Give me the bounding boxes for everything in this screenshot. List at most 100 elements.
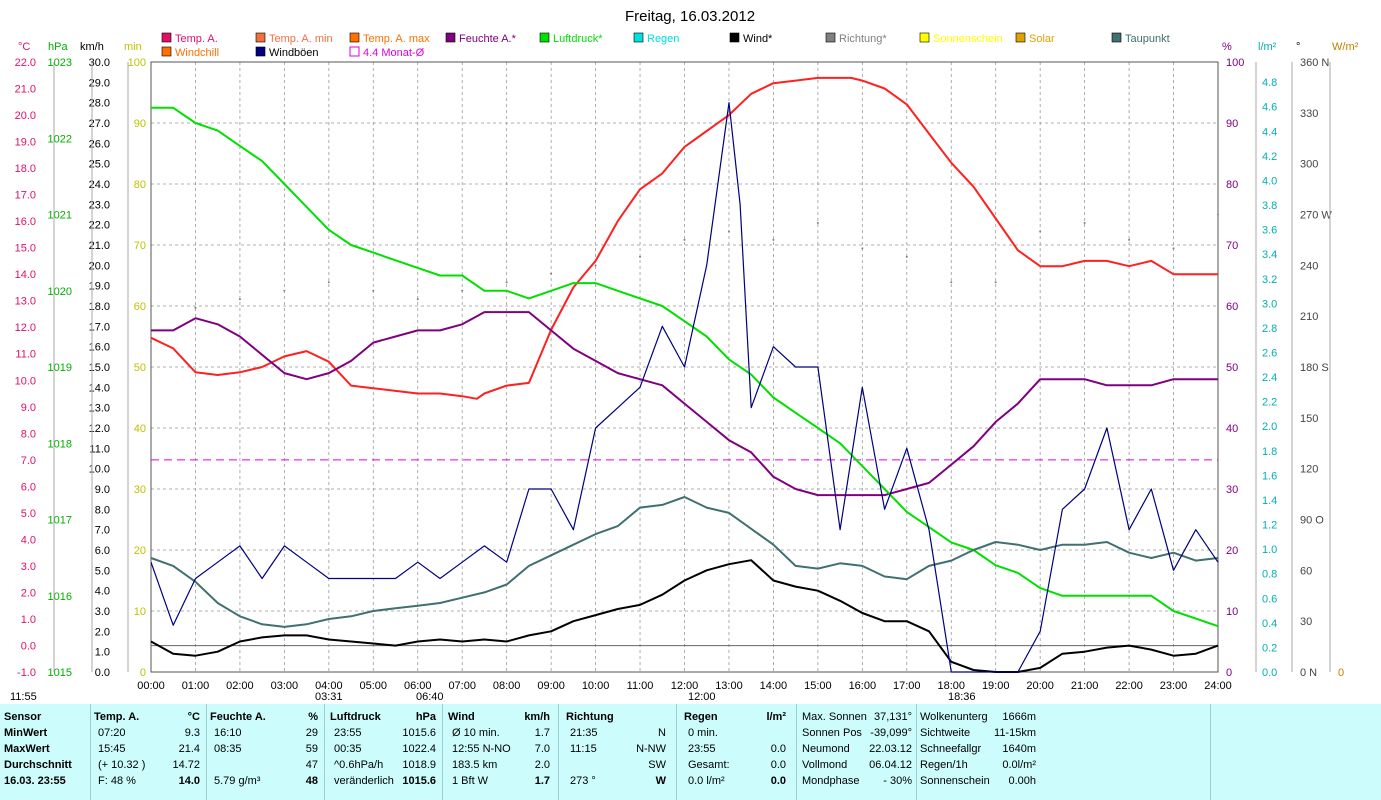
direction-point	[1128, 238, 1131, 241]
stats-header-label: Wind	[448, 711, 475, 723]
legend-label: Taupunkt	[1125, 33, 1170, 45]
direction-point	[905, 255, 908, 258]
series-line	[150, 559, 1219, 673]
tick-label-wind: 17.0	[89, 321, 110, 333]
stats-cell-value: 48	[305, 775, 318, 787]
tick-label-rain: 3.8	[1262, 200, 1277, 212]
stats-cell-label	[566, 759, 570, 771]
stats-row: F: 48 % 14.0	[94, 773, 204, 789]
tick-label-temp: 6.0	[21, 481, 36, 493]
tick-label-rain: 0.2	[1262, 642, 1277, 654]
tick-label-pressure: 1017	[48, 515, 72, 527]
stats-cell-label: 183.5 km	[452, 759, 498, 771]
legend-swatch	[825, 32, 836, 43]
stats-cell-value: 1015.6	[402, 727, 436, 739]
tick-label-wind: 26.0	[89, 138, 110, 150]
stats-cell-label: 11:15	[570, 743, 597, 755]
stats-row: 0 min.	[684, 725, 790, 741]
tick-label-pressure: 1015	[48, 667, 72, 679]
tick-label-sun: 80	[134, 179, 146, 191]
stats-row: 21:35 N	[566, 725, 670, 741]
stats-cell-value: 1666m	[1002, 711, 1036, 723]
tick-label-pressure: 1020	[48, 286, 72, 298]
tick-label-wind: 16.0	[89, 342, 110, 354]
stats-cell-label: (+ 10.32 )	[98, 759, 146, 771]
tick-label-sun: 30	[134, 484, 146, 496]
tick-label-temp: 22.0	[15, 57, 36, 69]
tick-label-temp: 9.0	[21, 402, 36, 414]
tick-label-temp: 21.0	[15, 84, 36, 96]
direction-point	[1172, 247, 1175, 250]
series-line	[150, 496, 1219, 628]
tick-label-direction: 90 O	[1300, 515, 1324, 527]
tick-label-temp: 17.0	[15, 190, 36, 202]
tick-label-wind: 12.0	[89, 423, 110, 435]
stats-cell-value: 1018.9	[402, 759, 436, 771]
tick-label-humidity: 50	[1226, 362, 1238, 374]
x-tick-label: 22:00	[1115, 680, 1143, 692]
stats-row: 23:55 1015.6	[330, 725, 440, 741]
direction-point	[327, 281, 330, 284]
tick-label-sun: 100	[128, 57, 146, 69]
tick-label-wind: 1.0	[95, 647, 110, 659]
x-tick-label: 24:00	[1204, 680, 1232, 692]
stats-cell-value: 1640m	[1002, 743, 1036, 755]
stats-header-unit: l/m²	[766, 711, 786, 723]
tick-label-rain: 2.4	[1262, 372, 1277, 384]
legend-swatch	[349, 46, 360, 57]
x-tick-label: 13:00	[715, 680, 743, 692]
tick-label-rain: 0.0	[1262, 667, 1277, 679]
tick-label-direction: 0 N	[1300, 667, 1317, 679]
tick-label-rain: 1.2	[1262, 520, 1277, 532]
series-line	[151, 311, 1218, 497]
legend-swatch	[1111, 32, 1122, 43]
direction-point	[372, 289, 375, 292]
legend-swatch	[919, 32, 930, 43]
tick-label-rain: 2.8	[1262, 323, 1277, 335]
stats-rain-col: Regen l/m² 0 min. 23:55 0.0 Gesamt: 0.0 0.0 l/m…	[684, 704, 790, 800]
stats-cell-label: Gesamt:	[688, 759, 730, 771]
stats-sensor-row: 16.03. 23:55	[4, 775, 66, 787]
legend-label: Feuchte A.*	[459, 33, 517, 45]
tick-label-sun: 40	[134, 423, 146, 435]
stats-row: 23:55 0.0	[684, 741, 790, 757]
axis-unit-rain: l/m²	[1258, 41, 1277, 53]
axes: 22.0 21.0 20.0 19.0 18.0 17.0 16.0 15.0 14.0 13.0…	[15, 57, 1345, 679]
tick-label-rain: 1.6	[1262, 470, 1277, 482]
stats-cell-label	[210, 759, 214, 771]
tick-label-sun: 0	[140, 667, 146, 679]
stats-header-unit: hPa	[415, 711, 436, 723]
legend-label: Temp. A. max	[363, 33, 430, 45]
stats-cell-value: 47	[305, 759, 318, 771]
stats-cell-value: SW	[648, 759, 666, 771]
tick-label-wind: 2.0	[95, 626, 110, 638]
stats-header: Feuchte A.%	[210, 709, 322, 725]
stats-cell-value: 9.3	[184, 727, 200, 739]
tick-label-wind: 28.0	[89, 98, 110, 110]
tick-label-pressure: 1021	[48, 210, 72, 222]
tick-label-wind: 8.0	[95, 504, 110, 516]
direction-point	[772, 238, 775, 241]
stats-cell-value: 59	[305, 743, 318, 755]
stats-row: 0.0 l/m² 0.0	[684, 773, 790, 789]
legend: Temp. A. Temp. A. min Temp. A. max Feuchte …	[161, 32, 1170, 59]
stats-sensor-col: Sensor MinWert MaxWert Durchschnitt 16.0…	[4, 704, 88, 800]
tick-label-rain: 4.4	[1262, 126, 1277, 138]
tick-label-rain: 4.2	[1262, 151, 1277, 163]
stats-cell-value: 21.4	[178, 743, 200, 755]
stats-cell-value: 1022.4	[402, 743, 436, 755]
axis-unit-wind: km/h	[80, 41, 104, 53]
axis-unit-direction: °	[1296, 41, 1300, 53]
stats-cell-label: 23:55	[334, 727, 362, 739]
tick-label-temp: 14.0	[15, 269, 36, 281]
tick-label-wind: 19.0	[89, 281, 110, 293]
stats-sensor-row: MaxWert	[4, 743, 50, 755]
stats-row: Vollmond 06.04.12	[802, 757, 916, 773]
stats-cell-value: 0.0	[770, 759, 786, 771]
x-tick-label: 04:00	[315, 680, 343, 692]
tick-label-rain: 1.8	[1262, 446, 1277, 458]
legend-label: 4.4 Monat-Ø	[363, 47, 425, 59]
tick-label-wind: 3.0	[95, 606, 110, 618]
stats-sensor-row: MinWert	[4, 727, 48, 739]
legend-label: Temp. A. min	[269, 33, 333, 45]
